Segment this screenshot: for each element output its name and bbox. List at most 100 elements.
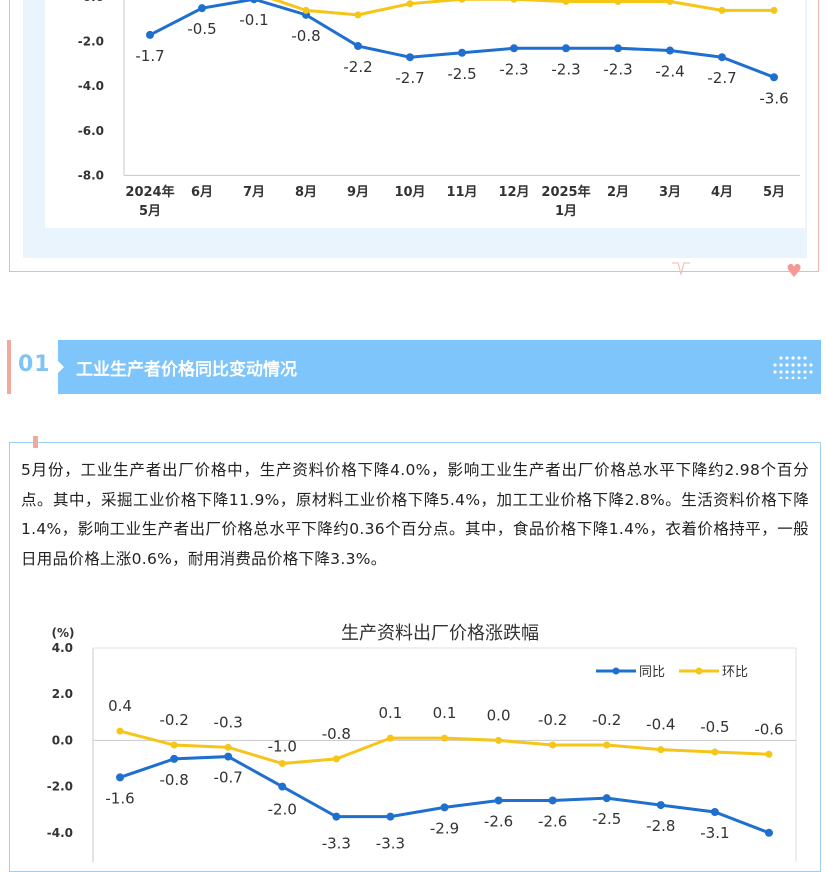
heart-icon: ♥ <box>786 261 803 282</box>
data-label: -2.4 <box>655 63 684 81</box>
data-label: -0.1 <box>239 11 268 29</box>
body-paragraph: 5月份，工业生产者出厂价格中，生产资料价格下降4.0%，影响工业生产者出厂价格总… <box>21 461 809 568</box>
data-label: -0.2 <box>538 711 567 729</box>
data-point <box>614 44 622 53</box>
chart-title: 生产资料出厂价格涨跌幅 <box>341 623 539 644</box>
data-label: -3.3 <box>376 835 405 853</box>
data-point <box>495 736 503 744</box>
data-label: -2.3 <box>499 60 528 78</box>
y-tick-label: 0.0 <box>83 0 104 4</box>
x-tick-label: 9月 <box>347 185 369 200</box>
x-tick-label: 11月 <box>446 185 477 200</box>
data-label: -0.5 <box>700 718 729 736</box>
y-tick-label: 4.0 <box>52 641 73 655</box>
data-point <box>386 734 394 742</box>
data-label: -1.6 <box>105 789 134 807</box>
legend-item-1: 环比 <box>679 665 748 680</box>
data-label: -2.2 <box>343 58 372 76</box>
data-point <box>666 0 674 5</box>
card-notch-icon <box>672 262 690 276</box>
data-point <box>441 734 448 742</box>
data-label: -3.6 <box>759 89 788 107</box>
data-point <box>510 0 518 3</box>
y-tick-label: -4.0 <box>78 79 104 93</box>
data-point <box>548 796 557 805</box>
data-point <box>710 808 719 817</box>
dots-grid-icon <box>773 356 813 379</box>
data-label: -2.5 <box>447 65 476 83</box>
data-label: -2.3 <box>603 60 632 78</box>
data-label: -0.3 <box>214 713 243 731</box>
data-label: -2.5 <box>592 810 621 828</box>
data-point <box>718 53 726 62</box>
y-tick-label: -8.0 <box>78 168 104 182</box>
data-point <box>562 44 570 53</box>
data-label: -3.1 <box>700 824 729 842</box>
data-point <box>614 0 622 5</box>
data-label: -1.0 <box>268 738 297 756</box>
data-label: 0.1 <box>378 704 402 722</box>
chart-legend: 同比 环比 <box>596 665 748 680</box>
section-title: 工业生产者价格同比变动情况 <box>76 360 297 380</box>
y-tick-label: 2.0 <box>52 687 73 701</box>
x-tick-label: 10月 <box>394 185 425 200</box>
top-chart-series <box>146 0 778 82</box>
y-tick-label: -2.0 <box>47 780 73 794</box>
x-tick-label: 8月 <box>295 185 317 200</box>
top-chart-axes <box>123 0 800 176</box>
top-chart-x-ticks: 2024年 5月 6月 7月 8月 9月 10月 11月 12月 2025年 1月 2月 3月 4月 5月 <box>125 184 785 219</box>
chart-data-labels: -1.6 -0.8 -0.7 -2.0 -3.3 -3.3 -2.9 -2.6 -2.6 -2.5… <box>105 697 783 852</box>
x-tick-label: 5月 <box>763 185 785 200</box>
x-tick-label: 4月 <box>711 185 733 200</box>
data-label: 0.1 <box>433 704 457 722</box>
data-point <box>278 782 287 791</box>
data-label: -2.3 <box>551 60 580 78</box>
data-label: -2.7 <box>707 69 736 87</box>
data-point <box>770 73 778 82</box>
data-label: -2.8 <box>646 817 675 835</box>
legend-label: 同比 <box>639 665 665 680</box>
data-label: -0.4 <box>646 716 675 734</box>
data-label: -2.9 <box>430 819 459 837</box>
data-point <box>718 6 726 14</box>
data-point <box>440 803 449 812</box>
data-label: -2.7 <box>395 69 424 87</box>
data-label: -1.7 <box>135 47 164 65</box>
x-tick-label: 2月 <box>607 185 629 200</box>
data-point <box>354 11 362 19</box>
data-point <box>510 44 518 53</box>
data-point <box>170 741 178 749</box>
data-label: 0.4 <box>108 697 132 715</box>
data-label: -0.8 <box>322 725 351 743</box>
data-point <box>386 812 395 821</box>
data-label: -2.0 <box>268 801 297 819</box>
data-point <box>332 812 341 821</box>
data-label: -0.2 <box>592 711 621 729</box>
top-chart-data-labels: -1.7 -0.5 -0.1 -0.8 -2.2 -2.7 -2.5 -2.3 -2.3 -2.3… <box>135 11 788 107</box>
data-point <box>116 727 124 735</box>
y-tick-label: -4.0 <box>47 826 73 840</box>
data-point <box>657 746 665 754</box>
data-point <box>406 0 414 8</box>
card-accent-tick <box>33 436 38 448</box>
x-tick-label: 2024年 5月 <box>125 184 174 219</box>
data-label: -0.7 <box>214 769 243 787</box>
x-tick-label: 3月 <box>659 185 681 200</box>
data-point <box>764 828 773 837</box>
data-point <box>406 53 414 62</box>
data-label: -2.6 <box>484 812 513 830</box>
data-point <box>603 741 611 749</box>
x-tick-label: 12月 <box>498 185 529 200</box>
chart-series <box>116 727 773 837</box>
data-label: -0.8 <box>291 27 320 45</box>
data-point <box>602 794 611 803</box>
y-tick-label: -6.0 <box>78 124 104 138</box>
data-point <box>146 30 154 39</box>
y-tick-label: -2.0 <box>78 35 104 49</box>
production-materials-chart: 生产资料出厂价格涨跌幅 (%) 同比 环比 4.0 2.0 0.0 -2.0 -4.0 -… <box>47 623 797 862</box>
top-chart-y-ticks: 0.0 -2.0 -4.0 -6.0 -8.0 <box>78 0 104 182</box>
x-tick-label: 6月 <box>191 185 213 200</box>
